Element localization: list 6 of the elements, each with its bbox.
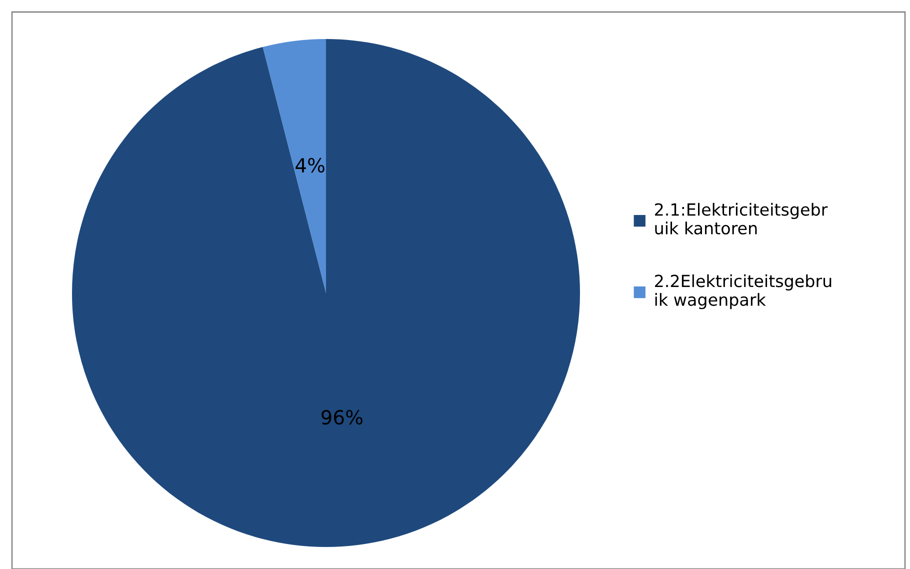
- data-label: 4%: [296, 158, 324, 173]
- pie-slice: [262, 39, 326, 293]
- data-label: 96%: [322, 410, 362, 425]
- pie-slice: [72, 39, 580, 547]
- legend-label: 2.2Elektriciteitsgebru ik wagenpark: [655, 274, 832, 310]
- legend-label: 2.1:Elektriciteitsgebr uik kantoren: [655, 202, 828, 234]
